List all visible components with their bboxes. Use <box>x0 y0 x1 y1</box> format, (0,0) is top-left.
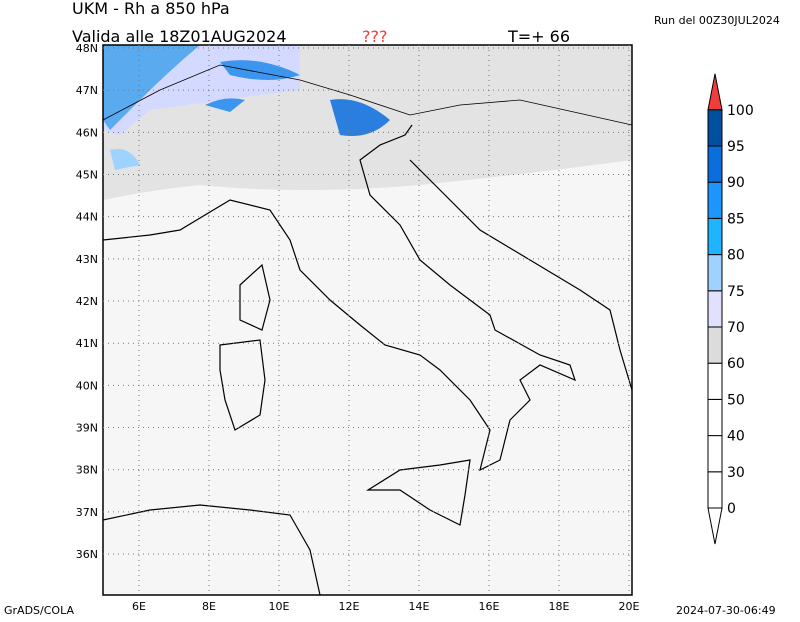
colorbar-under <box>707 507 723 545</box>
software: GrADS/COLA <box>4 604 74 617</box>
lat-label: 48N <box>76 42 98 55</box>
flag: ??? <box>362 27 387 46</box>
lat-label: 37N <box>76 506 98 519</box>
lon-label: 10E <box>269 600 290 613</box>
lat-label: 43N <box>76 253 98 266</box>
colorbar-box <box>707 326 723 364</box>
lon-label: 14E <box>409 600 430 613</box>
colorbar-label: 100 <box>727 103 754 119</box>
coastline <box>102 124 576 472</box>
sardinia <box>219 339 266 431</box>
colorbar-label: 95 <box>727 139 745 155</box>
colorbar-box <box>707 290 723 328</box>
map-frame <box>102 44 633 596</box>
title: UKM - Rh a 850 hPa <box>72 0 230 18</box>
colorbar-label: 85 <box>727 211 745 227</box>
colorbar-box <box>707 471 723 509</box>
colorbar-label: 60 <box>727 356 745 372</box>
colorbar-label: 30 <box>727 465 745 481</box>
lat-label: 47N <box>76 84 98 97</box>
colorbar-over <box>707 73 723 111</box>
lat-label: 41N <box>76 337 98 350</box>
lat-label: 45N <box>76 169 98 182</box>
corsica <box>239 263 271 331</box>
colorbar-label: 40 <box>727 429 745 445</box>
colorbar-box <box>707 145 723 183</box>
lat-label: 39N <box>76 422 98 435</box>
map: 48N 47N 46N 45N 44N 43N 42N 41N 40N 39N 38N 37N 36N 6… <box>76 42 640 613</box>
lon-label: 20E <box>619 600 640 613</box>
colorbar-label: 80 <box>727 248 745 264</box>
humidity-blue <box>110 149 140 170</box>
lon-label: 16E <box>479 600 500 613</box>
colorbar-label: 50 <box>727 392 745 408</box>
colorbar-label: 75 <box>727 284 745 300</box>
timestamp: 2024-07-30-06:49 <box>676 604 776 617</box>
colorbar-label: 90 <box>727 175 745 191</box>
colorbar-label: 0 <box>727 501 736 517</box>
sicily <box>365 459 471 526</box>
humidity-blue <box>220 60 300 80</box>
humidity-blue <box>103 45 200 130</box>
colorbar-box <box>707 254 723 292</box>
humidity-blue <box>330 99 390 136</box>
colorbar-box <box>707 398 723 437</box>
colorbar-box <box>707 109 723 147</box>
lon-label: 8E <box>202 600 216 613</box>
lat-label: 46N <box>76 126 98 139</box>
lat-label: 38N <box>76 464 98 477</box>
colorbar-box <box>707 362 723 400</box>
lat-label: 44N <box>76 211 98 224</box>
run-time: Run del 00Z30JUL2024 <box>654 14 780 27</box>
lat-label: 42N <box>76 295 98 308</box>
lat-label: 40N <box>76 379 98 392</box>
colorbar-box <box>707 217 723 256</box>
colorbar-box <box>707 435 723 473</box>
lat-label: 36N <box>76 548 98 561</box>
lon-label: 18E <box>549 600 570 613</box>
lead-time: T=+ 66 <box>507 27 570 46</box>
lon-label: 6E <box>132 600 146 613</box>
africa-coast <box>102 504 321 596</box>
border <box>102 64 633 126</box>
colorbar-label: 70 <box>727 320 745 336</box>
colorbar: 0 30 40 50 60 70 75 80 85 90 95 100 <box>707 73 754 545</box>
grid: 48N 47N 46N 45N 44N 43N 42N 41N 40N 39N 38N 37N 36N 6… <box>76 42 640 613</box>
humidity-blue <box>205 98 245 112</box>
valid-time: Valida alle 18Z01AUG2024 <box>72 27 287 46</box>
lon-label: 12E <box>339 600 360 613</box>
colorbar-box <box>707 181 723 219</box>
